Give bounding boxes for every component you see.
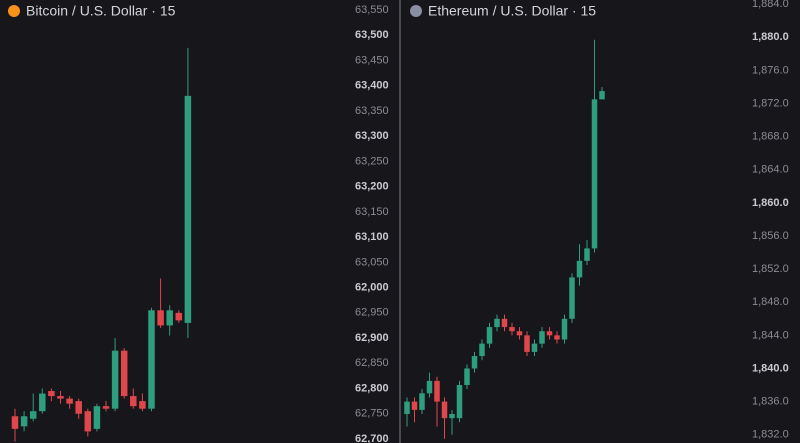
candle-body [66, 398, 73, 404]
y-tick-label: 63,450 [355, 54, 389, 66]
y-tick-label: 63,050 [355, 256, 389, 268]
y-tick-label: 63,400 [355, 80, 389, 92]
y-tick-label: 1,836.0 [752, 396, 789, 408]
symbol-icon [410, 5, 422, 17]
candle-body [148, 310, 155, 409]
candle-body [546, 331, 553, 336]
chart-title: Ethereum / U.S. Dollar · 15 [428, 3, 596, 19]
candle-body [404, 401, 410, 415]
y-tick-label: 62,700 [355, 433, 389, 443]
y-tick-label: 62,900 [355, 332, 389, 344]
candle-body [501, 318, 508, 328]
y-tick-label: 1,848.0 [752, 296, 789, 308]
candle-body [576, 260, 583, 278]
y-tick-label: 63,200 [355, 181, 389, 193]
y-tick-label: 62,750 [355, 408, 389, 420]
candle-body [419, 393, 425, 410]
candle-body [584, 248, 590, 261]
y-tick-label: 1,876.0 [752, 64, 789, 76]
candle-body [130, 396, 137, 407]
candle-body [166, 310, 173, 326]
candle-body [569, 277, 575, 319]
candle-body [479, 343, 485, 357]
candle-body [599, 91, 605, 100]
y-tick-label: 63,500 [355, 29, 389, 41]
candle-body [464, 368, 470, 386]
candle-body [411, 401, 418, 410]
candle-body [93, 406, 101, 429]
y-tick-label: 62,800 [355, 382, 389, 394]
candle-body [75, 401, 82, 414]
candle-body [539, 331, 545, 344]
y-tick-label: 1,880.0 [752, 31, 789, 43]
y-tick-label: 1,832.0 [752, 429, 789, 441]
candle-body [434, 380, 440, 402]
y-tick-label: 63,150 [355, 206, 389, 218]
y-tick-label: 1,864.0 [752, 164, 789, 176]
candle-body [456, 385, 463, 419]
y-tick-label: 62,000 [355, 282, 389, 294]
candle-body [531, 343, 538, 352]
y-tick-label: 1,844.0 [752, 329, 789, 341]
candle-body [175, 312, 183, 321]
y-tick-label: 1,852.0 [752, 263, 789, 275]
candle-body [20, 416, 28, 427]
candle-body [157, 310, 164, 326]
y-tick-label: 62,950 [355, 307, 389, 319]
y-tick-label: 63,100 [355, 231, 389, 243]
y-tick-label: 1,840.0 [752, 362, 789, 374]
chart-title: Bitcoin / U.S. Dollar · 15 [26, 3, 176, 19]
candle-body [516, 331, 523, 336]
candle-body [29, 411, 37, 419]
symbol-icon [8, 5, 20, 17]
candle-body [471, 356, 478, 369]
y-tick-label: 1,884.0 [752, 0, 789, 10]
candle-body [561, 318, 568, 340]
candle-body [449, 414, 455, 419]
candle-body [486, 327, 493, 344]
y-tick-label: 63,300 [355, 130, 389, 142]
y-tick-label: 63,550 [355, 4, 389, 16]
candle-body [39, 393, 46, 412]
candle-body [426, 380, 433, 394]
candle-body [441, 401, 448, 419]
candle-body [111, 350, 119, 409]
candle-body [48, 391, 55, 397]
candle-body [524, 335, 530, 352]
y-tick-label: 63,250 [355, 155, 389, 167]
candle-body [102, 406, 110, 409]
candle-body [509, 327, 515, 332]
y-tick-label: 1,856.0 [752, 230, 789, 242]
y-tick-label: 1,872.0 [752, 97, 789, 109]
y-tick-label: 1,868.0 [752, 131, 789, 143]
y-tick-label: 63,350 [355, 105, 389, 117]
candle-body [494, 318, 500, 328]
y-tick-label: 62,850 [355, 357, 389, 369]
candle-body [184, 95, 192, 323]
candle-body [554, 335, 560, 340]
candle-body [139, 401, 146, 409]
candle-body [120, 350, 128, 397]
candle-body [591, 99, 598, 249]
candle-body [57, 396, 64, 399]
y-tick-label: 1,860.0 [752, 197, 789, 209]
candle-body [84, 411, 92, 432]
candle-body [11, 416, 19, 429]
